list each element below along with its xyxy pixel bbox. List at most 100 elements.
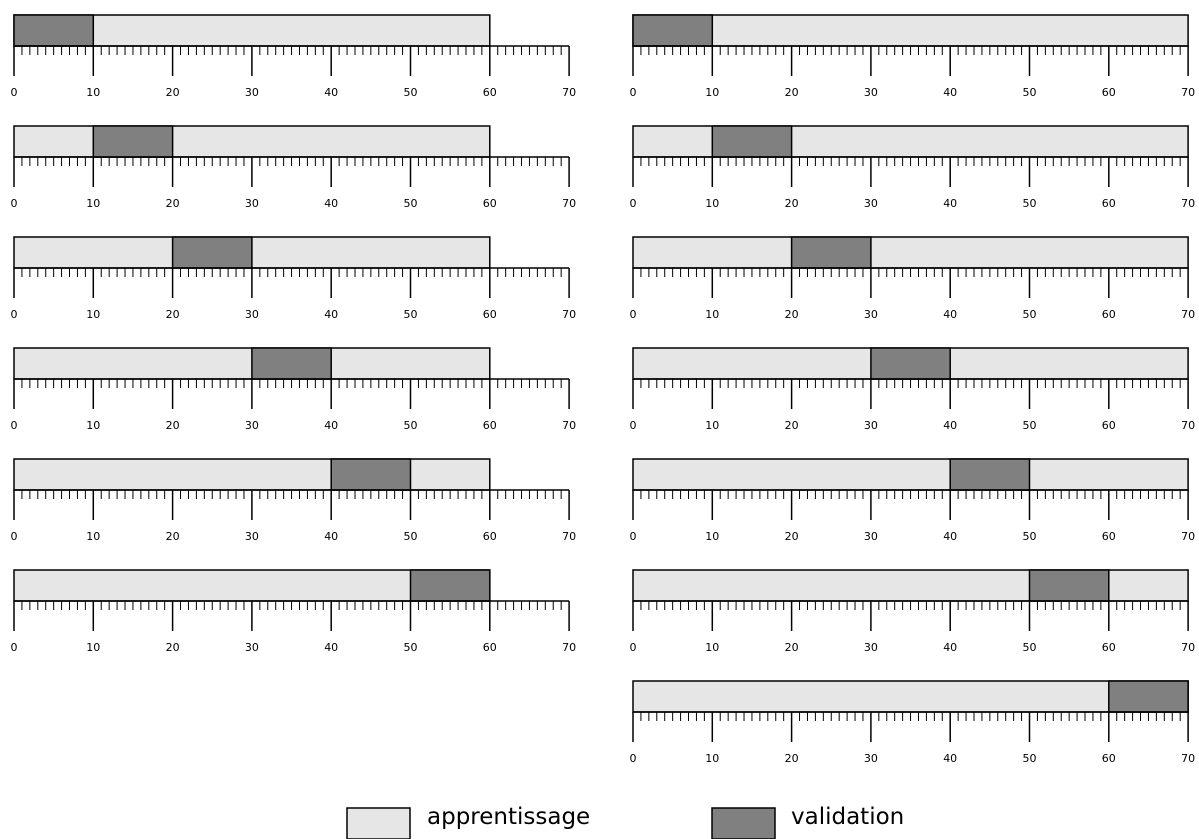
tick-label: 0: [630, 197, 637, 210]
tick-label: 30: [245, 308, 259, 321]
learning-bar: [13, 458, 491, 491]
validation-bar: [632, 14, 714, 47]
tick-label: 70: [1181, 308, 1195, 321]
fold-row: 0 10 20 30 40 50 60 70: [630, 458, 1195, 543]
tick-label: 40: [943, 752, 957, 765]
tick-label: 50: [1023, 86, 1037, 99]
tick-label: 60: [483, 86, 497, 99]
tick-label: 10: [705, 419, 719, 432]
learning-bar: [632, 236, 1189, 269]
tick-label: 20: [785, 419, 799, 432]
tick-label: 30: [864, 308, 878, 321]
tick-label: 0: [11, 419, 18, 432]
tick-label: 70: [562, 197, 576, 210]
folds-layer: 0 10 20 30 40 50 60 70 0 10 20 30 40 50 60 70 0 10 20 30 40 5…: [11, 14, 1195, 765]
tick-label: 50: [1023, 641, 1037, 654]
tick-label: 60: [483, 197, 497, 210]
tick-label: 30: [245, 86, 259, 99]
fold-row: 0 10 20 30 40 50 60 70: [11, 347, 576, 432]
fold-row: 0 10 20 30 40 50 60 70: [11, 14, 576, 99]
tick-label: 0: [630, 641, 637, 654]
validation-bar: [949, 458, 1031, 491]
tick-label: 40: [324, 308, 338, 321]
tick-label: 40: [324, 197, 338, 210]
learning-bar: [632, 680, 1189, 713]
tick-label: 10: [705, 197, 719, 210]
tick-label: 0: [11, 530, 18, 543]
tick-label: 20: [166, 641, 180, 654]
tick-label: 40: [943, 86, 957, 99]
tick-label: 50: [1023, 308, 1037, 321]
tick-label: 60: [1102, 86, 1116, 99]
validation-bar: [1028, 569, 1110, 602]
validation-bar: [870, 347, 951, 380]
tick-label: 50: [404, 308, 418, 321]
tick-label: 10: [86, 641, 100, 654]
tick-label: 70: [1181, 197, 1195, 210]
tick-label: 40: [324, 530, 338, 543]
tick-label: 10: [86, 419, 100, 432]
tick-label: 50: [404, 530, 418, 543]
tick-label: 60: [483, 641, 497, 654]
tick-label: 30: [245, 641, 259, 654]
tick-label: 20: [785, 308, 799, 321]
tick-label: 50: [404, 86, 418, 99]
tick-label: 0: [11, 308, 18, 321]
tick-label: 10: [705, 308, 719, 321]
validation-bar: [711, 125, 793, 158]
tick-label: 30: [245, 419, 259, 432]
validation-bar: [330, 458, 412, 491]
validation-bar: [790, 236, 872, 269]
fold-row: 0 10 20 30 40 50 60 70: [11, 569, 576, 654]
tick-label: 60: [483, 308, 497, 321]
validation-bar: [13, 14, 95, 47]
tick-label: 50: [404, 419, 418, 432]
tick-label: 30: [864, 752, 878, 765]
tick-label: 30: [864, 530, 878, 543]
tick-label: 70: [1181, 752, 1195, 765]
validation-bar: [92, 125, 174, 158]
tick-label: 70: [1181, 530, 1195, 543]
tick-label: 60: [483, 530, 497, 543]
tick-label: 10: [86, 308, 100, 321]
tick-label: 30: [245, 197, 259, 210]
tick-label: 70: [562, 86, 576, 99]
tick-label: 70: [562, 530, 576, 543]
tick-label: 60: [1102, 752, 1116, 765]
tick-label: 10: [86, 86, 100, 99]
tick-label: 70: [562, 419, 576, 432]
learning-bar: [632, 458, 1189, 491]
tick-label: 60: [483, 419, 497, 432]
tick-label: 20: [785, 197, 799, 210]
tick-label: 0: [11, 86, 18, 99]
fold-row: 0 10 20 30 40 50 60 70: [11, 125, 576, 210]
tick-label: 40: [324, 86, 338, 99]
tick-label: 40: [943, 641, 957, 654]
validation-bar: [251, 347, 332, 380]
fold-row: 0 10 20 30 40 50 60 70: [630, 569, 1195, 654]
tick-label: 50: [1023, 752, 1037, 765]
fold-row: 0 10 20 30 40 50 60 70: [630, 680, 1195, 765]
fold-row: 0 10 20 30 40 50 60 70: [630, 14, 1195, 99]
tick-label: 20: [785, 752, 799, 765]
tick-label: 30: [864, 86, 878, 99]
tick-label: 10: [705, 530, 719, 543]
tick-label: 40: [324, 419, 338, 432]
tick-label: 0: [630, 752, 637, 765]
tick-label: 30: [864, 419, 878, 432]
fold-row: 0 10 20 30 40 50 60 70: [630, 347, 1195, 432]
fold-row: 0 10 20 30 40 50 60 70: [630, 125, 1195, 210]
tick-label: 0: [630, 530, 637, 543]
tick-label: 20: [166, 197, 180, 210]
tick-label: 30: [245, 530, 259, 543]
tick-label: 70: [1181, 641, 1195, 654]
legend-label-validation: validation: [791, 804, 904, 830]
tick-label: 50: [1023, 530, 1037, 543]
tick-label: 50: [404, 641, 418, 654]
tick-label: 60: [1102, 641, 1116, 654]
learning-bar: [13, 125, 491, 158]
tick-label: 10: [705, 641, 719, 654]
validation-bar: [171, 236, 253, 269]
legend-swatch-validation: [711, 807, 776, 839]
